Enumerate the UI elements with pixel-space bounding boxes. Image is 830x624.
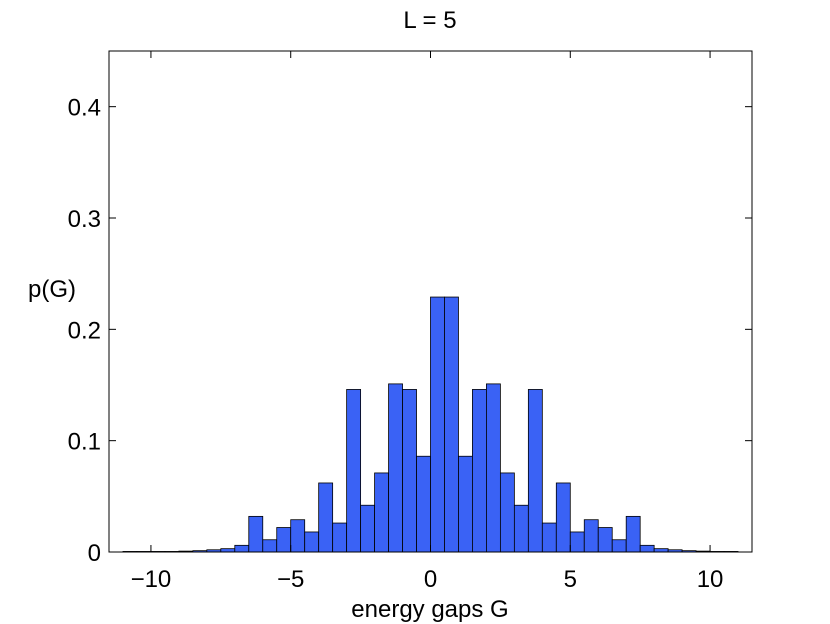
histogram-bar [527,389,543,553]
histogram-bar [486,383,501,553]
x-tick-label: 0 [424,566,437,593]
histogram-bar [569,531,585,553]
y-tick-label: 0.1 [68,429,101,456]
histogram-bar [220,548,236,553]
x-tick-label: −5 [277,566,304,593]
histogram-bar [262,539,278,553]
histogram-bar [248,515,264,553]
histogram-bar [374,472,389,553]
histogram-bar [276,527,292,553]
histogram-bar [458,455,473,553]
y-tick-label: 0.3 [68,206,101,233]
histogram-bar [499,472,515,553]
histogram-bar [555,482,571,553]
histogram-bar [290,519,306,553]
tick-labels-group: −10 −5 0 5 10 0 0.1 0.2 0.3 0.4 [68,95,724,593]
bars-group [122,296,739,553]
histogram-bar [513,504,529,553]
x-tick-label: 10 [697,566,724,593]
histogram-bar [541,522,557,553]
y-tick-label: 0.2 [68,317,101,344]
histogram-bar [583,519,599,553]
histogram-bar [346,389,362,553]
histogram-bar [611,539,627,553]
histogram-bar [402,389,417,553]
histogram-bar [388,383,403,553]
histogram-bar [472,389,487,553]
y-tick-label: 0 [88,540,101,567]
x-tick-label: 5 [564,566,577,593]
histogram-bar [430,296,445,553]
histogram-bar [444,296,459,553]
histogram-bar [318,482,334,553]
histogram-bar [653,548,669,553]
histogram-bar [332,522,348,553]
histogram-bar [625,515,641,553]
chart-title: L = 5 [403,7,456,34]
histogram-bar [360,504,375,553]
x-tick-label: −10 [131,566,172,593]
histogram-bar [234,544,250,553]
ticks-group [109,51,752,553]
x-axis-label: energy gaps G [351,596,508,623]
histogram-bar [597,527,613,553]
y-tick-label: 0.4 [68,95,101,122]
histogram-bar [304,531,320,553]
y-axis-label: p(G) [28,276,76,303]
histogram-bar [416,455,431,553]
histogram-bar [639,544,655,553]
